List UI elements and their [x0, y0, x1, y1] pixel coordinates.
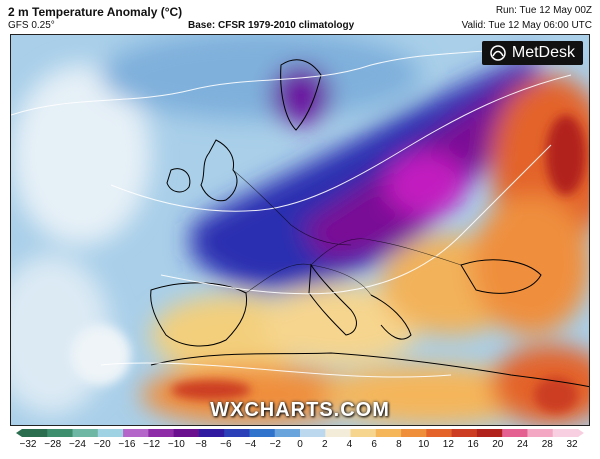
colorbar-swatch	[198, 429, 225, 437]
colorbar-swatch	[148, 429, 175, 437]
colorbar-cap-low	[16, 429, 22, 437]
metdesk-logo-icon	[490, 45, 506, 61]
colorbar-swatch	[300, 429, 326, 437]
chart-header: 2 m Temperature Anomaly (°C) GFS 0.25° B…	[0, 0, 600, 36]
colorbar-tick-label: 8	[396, 439, 402, 450]
colorbar-tick-label: −4	[244, 439, 257, 450]
colorbar-swatch	[22, 429, 48, 437]
colorbar-swatch	[350, 429, 377, 437]
colorbar-swatch	[401, 429, 427, 437]
colorbar-tick-label: 0	[297, 439, 303, 450]
colorbar-swatch	[502, 429, 528, 437]
colorbar-swatch	[451, 429, 478, 437]
colorbar-swatch	[224, 429, 250, 437]
colorbar-swatch	[249, 429, 276, 437]
anomaly-contours	[11, 44, 572, 378]
colorbar	[16, 429, 584, 437]
colorbar-tick-label: −20	[93, 439, 111, 450]
colorbar-swatch	[552, 429, 579, 437]
anomaly-map: MetDesk WXCHARTS.COM	[10, 34, 590, 426]
colorbar-tick-label: −10	[167, 439, 185, 450]
colorbar-tick-label: −2	[269, 439, 281, 450]
watermark: WXCHARTS.COM	[210, 399, 390, 421]
colorbar-swatch	[426, 429, 453, 437]
colorbar-swatch	[274, 429, 301, 437]
colorbar-swatches	[16, 429, 584, 437]
valid-time-label: Valid: Tue 12 May 06:00 UTC	[461, 20, 592, 31]
metdesk-logo: MetDesk	[481, 41, 583, 65]
colorbar-tick-label: −24	[68, 439, 86, 450]
anomaly-field	[11, 35, 589, 425]
colorbar-swatch	[97, 429, 124, 437]
colorbar-tick-label: 12	[442, 439, 454, 450]
model-label: GFS 0.25°	[8, 20, 55, 31]
map-title: 2 m Temperature Anomaly (°C)	[8, 5, 183, 19]
colorbar-swatch	[72, 429, 99, 437]
colorbar-ticks: −32 −28 −24 −20 −16 −12 −10 −8 −6 −4 −2 0 2 4 6 8 10 12 16…	[20, 439, 580, 455]
colorbar-tick-label: −12	[143, 439, 161, 450]
climatology-base-label: Base: CFSR 1979-2010 climatology	[188, 20, 355, 31]
colorbar-tick-label: 24	[516, 439, 529, 450]
colorbar-tick-label: 2	[321, 439, 328, 450]
colorbar-tick-label: 10	[418, 439, 430, 450]
colorbar-tick-label: 16	[467, 439, 479, 450]
coastlines	[150, 59, 589, 388]
run-time-label: Run: Tue 12 May 00Z	[495, 5, 592, 16]
colorbar-tick-label: 28	[541, 439, 553, 450]
colorbar-swatch	[173, 429, 200, 437]
colorbar-swatch	[476, 429, 503, 437]
colorbar-tick-label: −32	[19, 439, 37, 450]
colorbar-swatch	[325, 429, 352, 437]
colorbar-tick-label: 32	[566, 439, 578, 450]
colorbar-tick-label: 4	[346, 439, 353, 450]
colorbar-cap-high	[578, 429, 584, 437]
colorbar-tick-label: −28	[44, 439, 62, 450]
colorbar-tick-label: 20	[492, 439, 504, 450]
colorbar-tick-label: −8	[195, 439, 207, 450]
colorbar-tick-label: −16	[118, 439, 136, 450]
colorbar-tick-label: −6	[220, 439, 232, 450]
colorbar-swatch	[123, 429, 149, 437]
colorbar-tick-label: 6	[371, 439, 377, 450]
logo-text: MetDesk	[511, 44, 575, 61]
colorbar-swatch	[375, 429, 402, 437]
colorbar-swatch	[527, 429, 554, 437]
colorbar-swatch	[47, 429, 74, 437]
